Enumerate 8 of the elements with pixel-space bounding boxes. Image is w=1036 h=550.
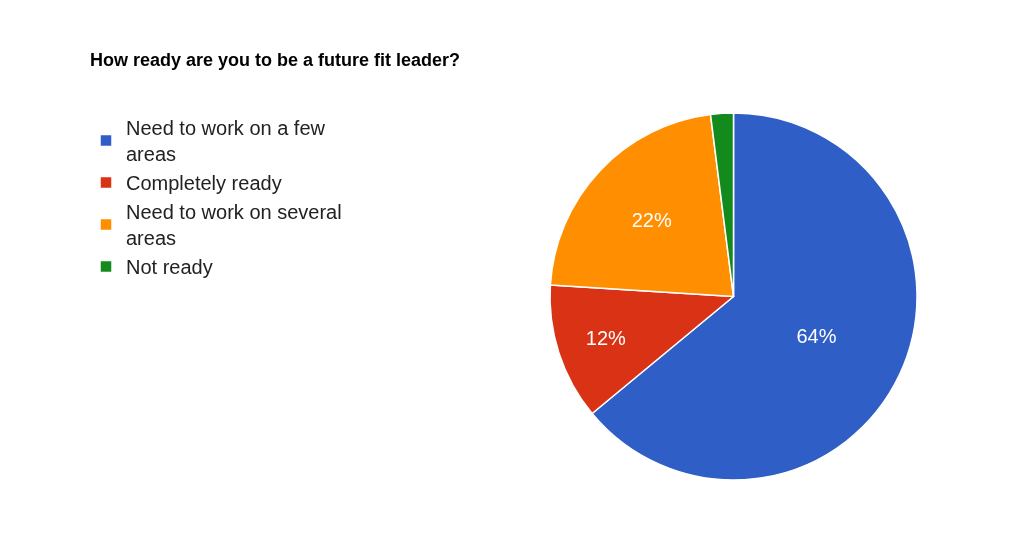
legend-label: Need to work on several areas bbox=[126, 201, 342, 250]
legend-label: Need to work on a few areas bbox=[126, 117, 326, 166]
data-label: 64% bbox=[796, 324, 837, 347]
data-label: 12% bbox=[585, 326, 627, 349]
legend-label: Completely ready bbox=[126, 172, 282, 195]
legend-label: Not ready bbox=[126, 256, 213, 279]
chart-title: How ready are you to be a future fit leader? bbox=[90, 50, 461, 71]
data-label: 22% bbox=[631, 208, 672, 231]
